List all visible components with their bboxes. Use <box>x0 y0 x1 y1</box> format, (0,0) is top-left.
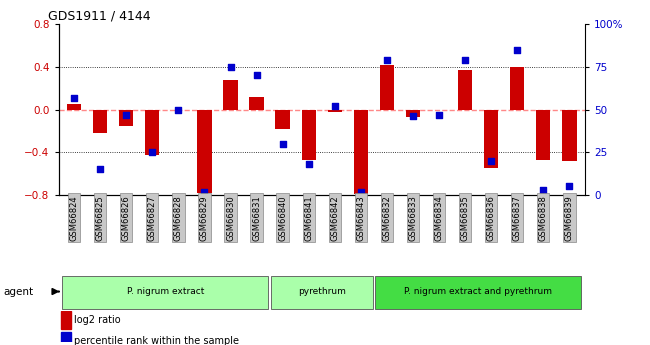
Bar <box>302 109 316 160</box>
Text: GSM66833: GSM66833 <box>408 195 417 241</box>
Text: GSM66838: GSM66838 <box>539 195 548 241</box>
Point <box>304 161 314 167</box>
Text: GSM66841: GSM66841 <box>304 195 313 240</box>
Point <box>121 112 131 117</box>
Point <box>278 141 288 146</box>
Point <box>200 189 210 194</box>
Text: GSM66832: GSM66832 <box>382 195 391 241</box>
Bar <box>198 109 212 193</box>
Point <box>69 95 79 100</box>
Point <box>95 167 105 172</box>
Bar <box>458 70 473 109</box>
Point <box>226 64 236 70</box>
Point <box>173 107 183 112</box>
Point <box>382 57 392 63</box>
Bar <box>354 109 368 194</box>
Text: GSM66827: GSM66827 <box>148 195 157 241</box>
Text: GSM66840: GSM66840 <box>278 195 287 240</box>
Bar <box>380 65 394 109</box>
Point <box>356 189 366 194</box>
Bar <box>145 109 159 156</box>
Text: GSM66839: GSM66839 <box>565 195 574 241</box>
Bar <box>406 109 420 117</box>
Text: GSM66830: GSM66830 <box>226 195 235 241</box>
Bar <box>61 332 71 345</box>
Text: GSM66836: GSM66836 <box>487 195 496 241</box>
FancyBboxPatch shape <box>375 276 581 308</box>
Text: GSM66842: GSM66842 <box>330 195 339 240</box>
Bar <box>562 109 577 161</box>
Point <box>434 112 444 117</box>
Text: GSM66834: GSM66834 <box>435 195 443 241</box>
Point <box>330 104 340 109</box>
Point <box>538 187 549 193</box>
Bar <box>276 109 290 129</box>
Bar <box>61 312 71 328</box>
Point <box>460 57 471 63</box>
Text: percentile rank within the sample: percentile rank within the sample <box>74 336 239 345</box>
Point <box>408 114 418 119</box>
Text: log2 ratio: log2 ratio <box>74 315 121 325</box>
Bar <box>224 80 238 109</box>
Point <box>147 149 157 155</box>
Bar <box>250 97 264 109</box>
Text: P. nigrum extract and pyrethrum: P. nigrum extract and pyrethrum <box>404 287 552 296</box>
Text: GSM66828: GSM66828 <box>174 195 183 241</box>
Text: GSM66826: GSM66826 <box>122 195 131 241</box>
Text: GDS1911 / 4144: GDS1911 / 4144 <box>48 10 151 23</box>
Point <box>486 158 497 164</box>
Point <box>564 184 575 189</box>
Text: GSM66843: GSM66843 <box>356 195 365 241</box>
Bar <box>93 109 107 133</box>
Point <box>512 47 523 52</box>
Text: pyrethrum: pyrethrum <box>298 287 346 296</box>
Text: P. nigrum extract: P. nigrum extract <box>127 287 204 296</box>
Bar <box>328 109 342 112</box>
Text: GSM66825: GSM66825 <box>96 195 105 240</box>
Text: GSM66831: GSM66831 <box>252 195 261 241</box>
Bar <box>67 104 81 109</box>
Text: GSM66829: GSM66829 <box>200 195 209 240</box>
Bar <box>510 67 525 109</box>
FancyBboxPatch shape <box>271 276 372 308</box>
Text: GSM66835: GSM66835 <box>461 195 469 241</box>
Bar <box>484 109 499 168</box>
Text: GSM66837: GSM66837 <box>513 195 522 241</box>
Bar <box>536 109 551 160</box>
Bar <box>119 109 133 126</box>
FancyBboxPatch shape <box>62 276 268 308</box>
Text: GSM66824: GSM66824 <box>70 195 79 240</box>
Point <box>252 72 262 78</box>
Text: agent: agent <box>3 287 33 296</box>
